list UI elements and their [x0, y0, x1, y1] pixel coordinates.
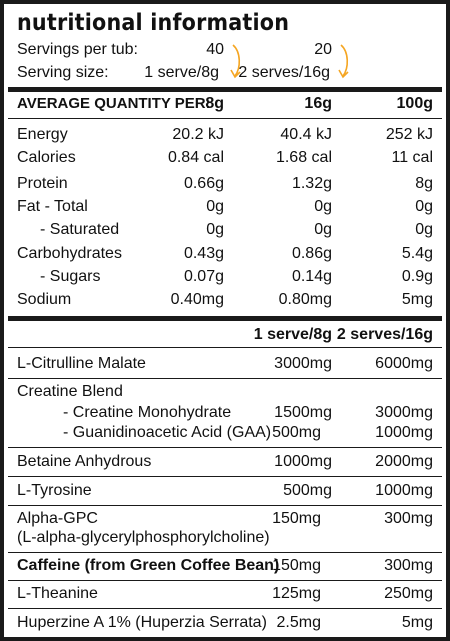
nutrient-value-100g: 5mg: [401, 291, 433, 308]
thin-divider: [8, 118, 442, 119]
panel-title: nutritional information: [17, 10, 290, 36]
ingredient-value-2-serves: 5mg: [401, 614, 433, 631]
ingredient-value-2-serves: 6000mg: [375, 355, 433, 372]
creatine-blend-label: Creatine Blend: [17, 383, 123, 400]
ingredient-value-1-serve: 500mg: [283, 482, 332, 499]
ingredient-name: L-Theanine: [17, 585, 98, 602]
alpha-gpc-subtext: (L-alpha-glycerylphosphorylcholine): [17, 529, 270, 546]
ingredient-name: - Creatine Monohydrate: [63, 404, 232, 421]
ingredient-value-1-serve: 1000mg: [274, 453, 332, 470]
ingredient-value-2-serves: 1000mg: [375, 424, 433, 441]
thin-divider: [8, 505, 442, 506]
serving-size-8g: 1 serve/8g: [144, 64, 219, 81]
nutrient-value-8g: 0g: [206, 198, 224, 215]
nutrition-header-100g: 100g: [396, 95, 433, 112]
thick-divider: [8, 87, 442, 92]
thin-divider: [8, 580, 442, 581]
ingredient-value-2-serves: 250mg: [384, 585, 433, 602]
nutrient-value-8g: 20.2 kJ: [172, 126, 224, 143]
nutrient-value-8g: 0.07g: [183, 268, 224, 285]
nutrient-value-16g: 0.86g: [291, 245, 332, 262]
servings-per-tub-8g: 40: [206, 41, 224, 58]
thin-divider: [8, 552, 442, 553]
nutrient-value-100g: 8g: [415, 175, 433, 192]
nutrient-value-16g: 1.32g: [291, 175, 332, 192]
ingredient-name: L-Tyrosine: [17, 482, 92, 499]
ingredient-value-1-serve: 150mg: [272, 510, 321, 527]
ingredient-value-2-serves: 1000mg: [375, 482, 433, 499]
thin-divider: [8, 347, 442, 348]
nutrient-name: - Saturated: [40, 221, 120, 238]
nutrient-value-8g: 0g: [206, 221, 224, 238]
nutrient-value-16g: 0.80mg: [278, 291, 332, 308]
ingredient-name: Caffeine (from Green Coffee Bean): [17, 557, 280, 574]
nutrient-name: Energy: [17, 126, 68, 143]
thin-divider: [8, 447, 442, 448]
ingredient-value-2-serves: 2000mg: [375, 453, 433, 470]
nutrient-value-16g: 0g: [314, 221, 332, 238]
ingredient-name: Huperzine A 1% (Huperzia Serrata): [17, 614, 267, 631]
nutrition-header-label: AVERAGE QUANTITY PER:: [17, 95, 211, 112]
curved-arrow-icon: [338, 44, 349, 79]
nutrient-value-8g: 0.84 cal: [167, 149, 224, 166]
nutrition-header-16g: 16g: [304, 95, 332, 112]
nutrient-value-100g: 11 cal: [391, 149, 433, 166]
nutrient-value-16g: 40.4 kJ: [280, 126, 332, 143]
ingredient-name: L-Citrulline Malate: [17, 355, 146, 372]
nutrient-value-100g: 0g: [415, 221, 433, 238]
ingredient-value-2-serves: 300mg: [384, 510, 433, 527]
thin-divider: [8, 608, 442, 609]
ingredient-value-1-serve: 500mg: [272, 424, 321, 441]
ingredients-header-1-serve: 1 serve/8g: [253, 326, 332, 343]
serving-size-label: Serving size:: [17, 64, 109, 81]
ingredient-name: Betaine Anhydrous: [17, 453, 152, 470]
nutrient-value-100g: 0.9g: [401, 268, 433, 285]
thick-divider: [8, 316, 442, 321]
servings-per-tub-16g: 20: [314, 41, 332, 58]
nutrient-value-100g: 0g: [415, 198, 433, 215]
nutrient-value-8g: 0.66g: [183, 175, 224, 192]
ingredient-value-1-serve: 3000mg: [274, 355, 332, 372]
nutrient-value-8g: 0.43g: [183, 245, 224, 262]
nutrient-name: Protein: [17, 175, 68, 192]
ingredient-value-1-serve: 2.5mg: [276, 614, 321, 631]
nutrition-header-8g: 8g: [205, 95, 224, 112]
ingredient-name: Alpha-GPC: [17, 510, 98, 527]
nutrient-name: Carbohydrates: [17, 245, 122, 262]
nutrient-value-100g: 252 kJ: [385, 126, 433, 143]
nutrient-name: Fat - Total: [17, 198, 88, 215]
ingredients-header-2-serves: 2 serves/16g: [336, 326, 433, 343]
nutrient-value-8g: 0.40mg: [170, 291, 224, 308]
nutrient-value-16g: 1.68 cal: [275, 149, 332, 166]
ingredient-value-2-serves: 3000mg: [375, 404, 433, 421]
nutrient-name: Sodium: [17, 291, 72, 308]
nutrient-value-16g: 0.14g: [291, 268, 332, 285]
ingredient-name: - Guanidinoacetic Acid (GAA): [63, 424, 272, 441]
nutrient-value-16g: 0g: [314, 198, 332, 215]
ingredient-value-1-serve: 150mg: [272, 557, 321, 574]
nutrient-name: Calories: [17, 149, 76, 166]
thin-divider: [8, 378, 442, 379]
nutrient-name: - Sugars: [40, 268, 101, 285]
ingredient-value-1-serve: 125mg: [272, 585, 321, 602]
nutrient-value-100g: 5.4g: [401, 245, 433, 262]
serving-size-16g: 2 serves/16g: [238, 64, 330, 81]
servings-per-tub-label: Servings per tub:: [17, 41, 138, 58]
ingredient-value-2-serves: 300mg: [384, 557, 433, 574]
curved-arrow-icon: [230, 44, 241, 79]
thin-divider: [8, 476, 442, 477]
ingredient-value-1-serve: 1500mg: [274, 404, 332, 421]
